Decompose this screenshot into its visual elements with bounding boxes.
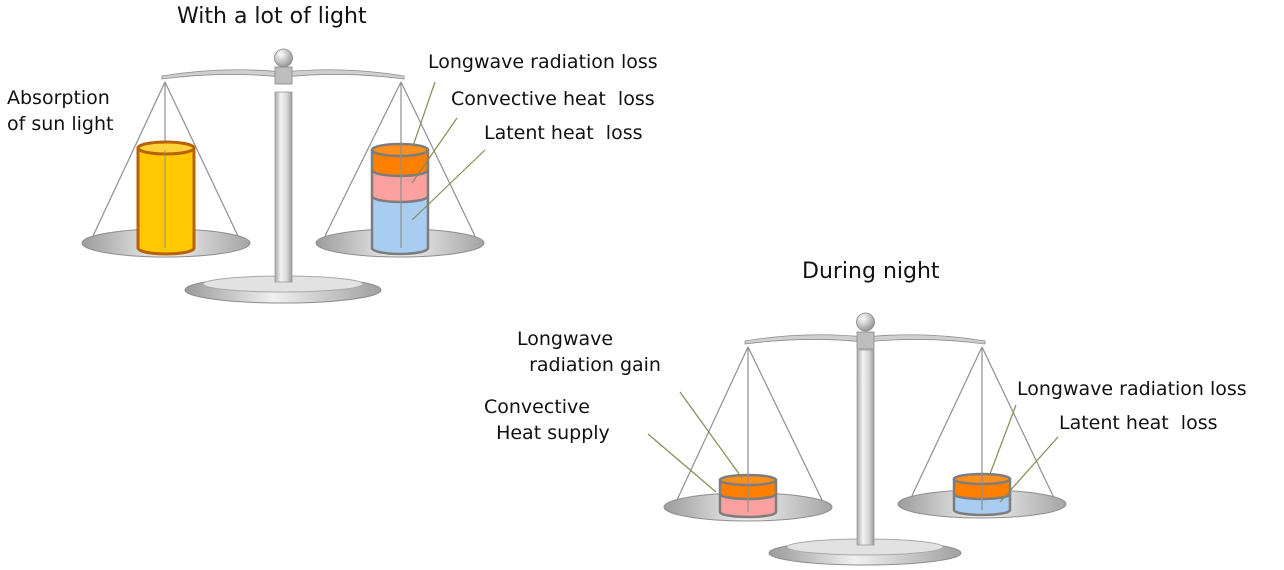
day-leader-longwave <box>412 81 436 147</box>
night-scale-post <box>856 349 875 546</box>
night-right-string <box>909 346 983 501</box>
sunlight-cylinder <box>136 140 196 256</box>
night-scale-knob <box>856 312 875 332</box>
day-scale-pivot <box>274 66 293 85</box>
night-leader-longwave-loss <box>989 404 1017 475</box>
night-longwave-gain-label: Longwave radiation gain <box>517 328 661 376</box>
day-scale-post <box>274 91 293 283</box>
night-longwave-loss-label: Longwave radiation loss <box>1017 378 1247 400</box>
day-scale-knob <box>274 48 293 68</box>
night-leader-longwave-gain <box>679 391 743 479</box>
night-latent-loss-label: Latent heat loss <box>1059 412 1218 434</box>
day-left-string <box>164 81 239 237</box>
day-right-string <box>324 81 402 237</box>
day-title: With a lot of light <box>177 4 367 29</box>
day-right-string <box>400 81 476 237</box>
night-left-string <box>676 346 749 501</box>
night-title: During night <box>802 259 940 284</box>
day-latent-loss-label: Latent heat loss <box>484 122 643 144</box>
night-leader-latent <box>999 436 1059 503</box>
day-convective-loss-label: Convective heat loss <box>451 88 655 110</box>
day-loss-cylinder <box>370 142 430 256</box>
night-left-string <box>747 346 823 501</box>
night-leader-convective <box>647 433 717 493</box>
night-convective-supply-label: Convective Heat supply <box>484 396 610 444</box>
day-leader-latent <box>411 149 486 221</box>
day-absorption-label: Absorption of sun light <box>7 87 114 135</box>
day-left-string <box>92 81 166 237</box>
night-right-string <box>981 346 1056 501</box>
night-scale <box>647 312 1067 566</box>
night-scale-pivot <box>856 331 875 350</box>
day-scale <box>81 48 486 304</box>
day-longwave-loss-label: Longwave radiation loss <box>428 51 658 73</box>
day-leader-convective <box>411 117 458 184</box>
